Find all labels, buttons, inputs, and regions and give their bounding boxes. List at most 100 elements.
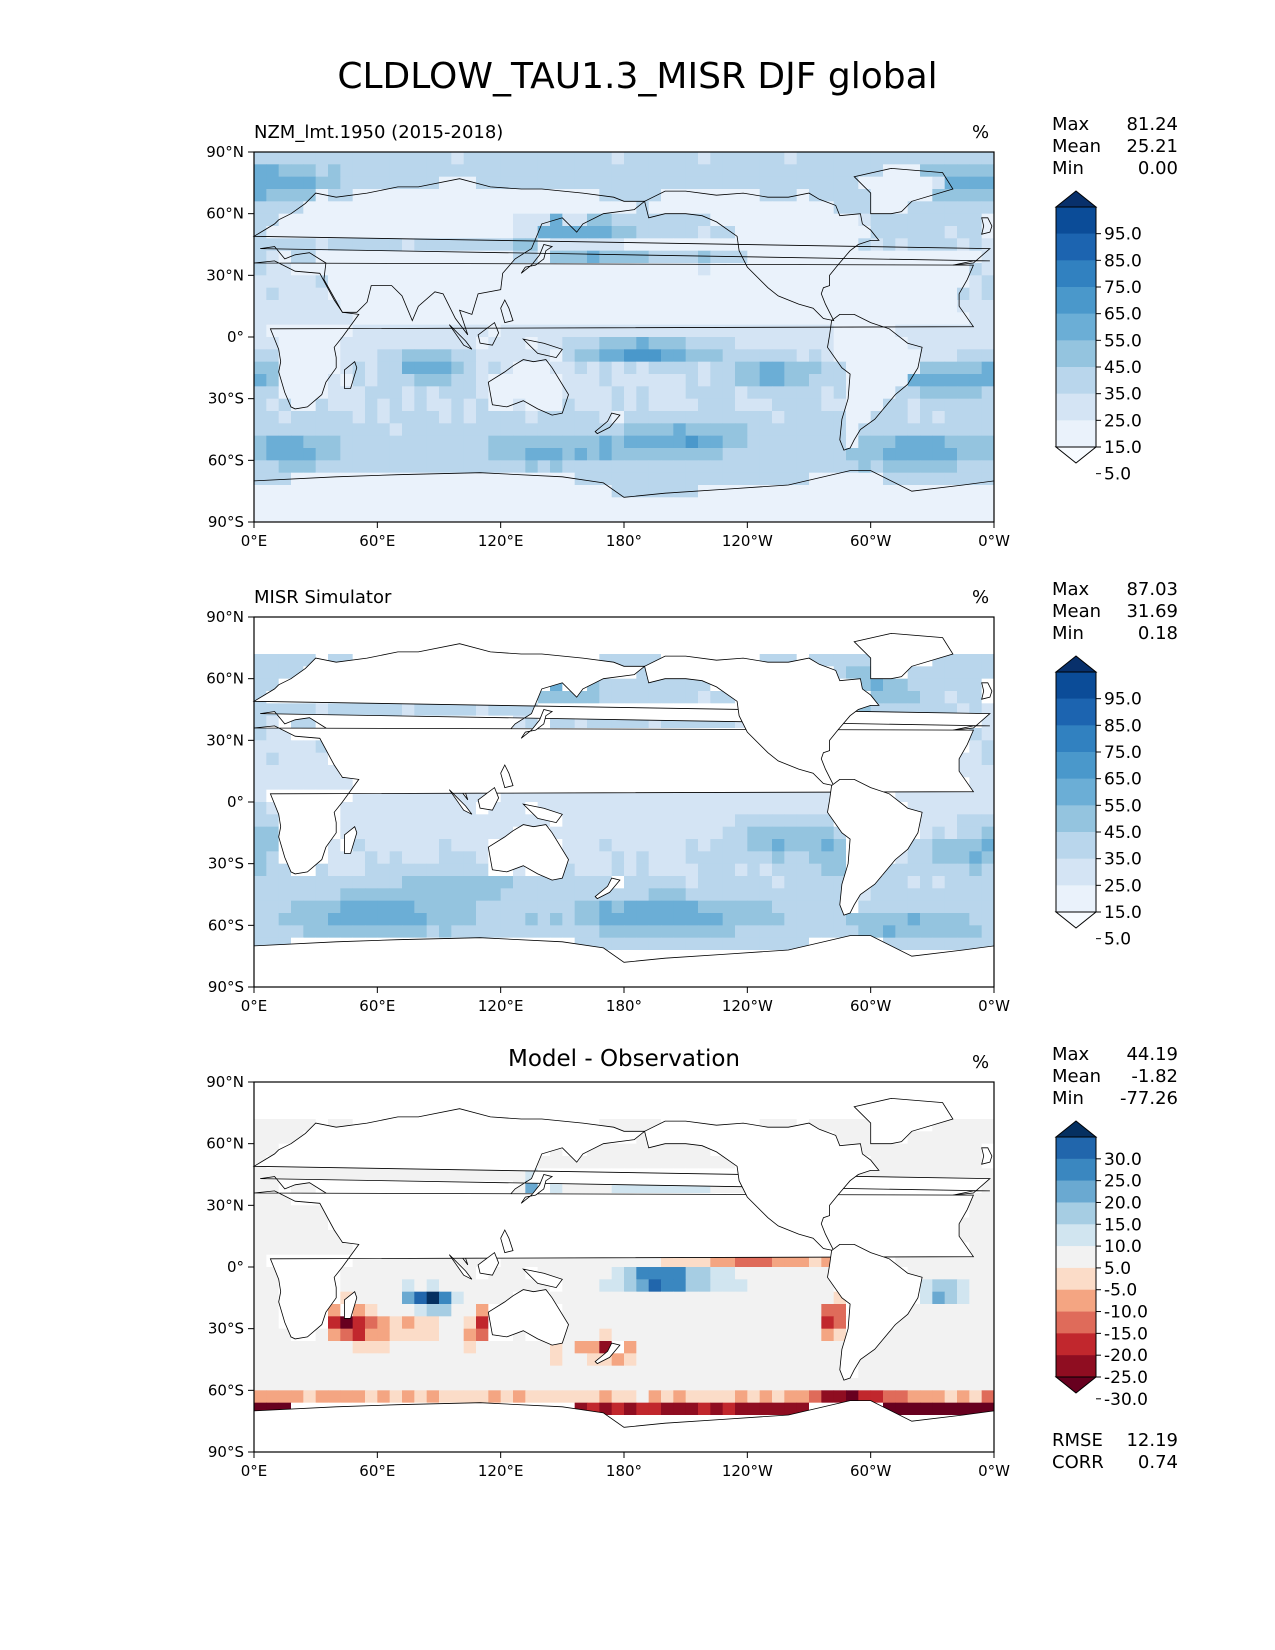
field-cell (254, 839, 267, 852)
field-cell (500, 497, 514, 511)
field-cell (870, 337, 884, 350)
field-cell (698, 641, 711, 655)
field-cell (278, 226, 292, 239)
field-cell (858, 509, 872, 523)
field-cell (907, 287, 921, 301)
field-cell (463, 497, 477, 511)
field-cell (784, 641, 798, 655)
field-cell (266, 337, 280, 350)
field-cell (809, 287, 822, 301)
field-cell (710, 300, 724, 313)
field-cell (291, 435, 304, 449)
field-cell (944, 263, 958, 276)
field-cell (340, 386, 354, 400)
field-cell (352, 1168, 366, 1182)
field-cell (574, 349, 588, 363)
field-cell (809, 312, 822, 326)
field-cell (636, 164, 650, 178)
field-cell (451, 287, 465, 301)
y-tick-label: 60°N (206, 670, 244, 688)
field-cell (883, 386, 896, 400)
field-cell (463, 839, 477, 852)
field-cell (328, 435, 341, 449)
field-cell (439, 497, 452, 511)
field-cell (809, 448, 822, 461)
field-cell (907, 300, 921, 313)
field-cell (611, 851, 625, 865)
field-cell (673, 1156, 687, 1169)
field-cell (759, 617, 773, 630)
field-cell (599, 826, 613, 840)
field-cell (513, 201, 526, 215)
field-cell (673, 164, 687, 178)
field-cell (550, 629, 563, 643)
field-cell (340, 1267, 354, 1280)
field-cell (278, 300, 292, 313)
field-cell (944, 1254, 958, 1268)
field-cell (488, 226, 502, 239)
field-cell (291, 287, 304, 301)
field-cell (944, 814, 958, 828)
field-cell (957, 617, 970, 630)
field-cell (414, 497, 428, 511)
field-cell (698, 497, 711, 511)
field-cell (747, 398, 761, 412)
field-cell (377, 374, 391, 387)
field-cell (710, 1082, 724, 1095)
field-cell (957, 164, 970, 178)
field-cell (488, 1094, 502, 1108)
field-cell (439, 226, 452, 239)
field-cell (685, 287, 699, 301)
field-cell (537, 691, 551, 704)
field-cell (636, 950, 650, 963)
field-cell (537, 1106, 551, 1120)
field-cell (525, 213, 539, 227)
colorbar-frame (1055, 206, 1097, 448)
field-cell (870, 361, 884, 375)
coastline (981, 682, 993, 700)
field-cell (883, 263, 896, 276)
field-cell (932, 497, 946, 511)
field-cell (981, 1094, 995, 1108)
field-cell (550, 1094, 563, 1108)
field-cell (266, 398, 280, 412)
field-cell (870, 423, 884, 437)
field-cell (624, 374, 637, 387)
field-cell (759, 287, 773, 301)
field-cell (315, 189, 329, 202)
field-cell (747, 839, 761, 852)
field-cell (599, 263, 613, 276)
field-cell (254, 678, 267, 692)
field-cell (957, 312, 970, 326)
field-cell (809, 361, 822, 375)
field-cell (981, 863, 995, 877)
field-cell (722, 1094, 736, 1108)
field-cell (833, 448, 847, 461)
field-cell (957, 485, 970, 498)
field-cell (340, 913, 354, 926)
field-cell (525, 423, 539, 437)
field-cell (611, 839, 625, 852)
field-cell (957, 238, 970, 252)
field-cell (907, 411, 921, 424)
field-cell (710, 937, 724, 951)
field-cell (587, 472, 600, 486)
field-cell (303, 164, 317, 178)
field-cell (722, 925, 736, 939)
field-cell (611, 826, 625, 840)
field-cell (944, 1279, 958, 1293)
field-cell (932, 287, 946, 301)
field-cell (722, 814, 736, 828)
field-cell (759, 900, 773, 914)
field-cell (426, 814, 440, 828)
field-cell (673, 826, 687, 840)
field-cell (278, 654, 292, 667)
field-cell (352, 201, 366, 215)
field-cell (833, 1304, 847, 1317)
field-cell (389, 435, 403, 449)
field-cell (574, 398, 588, 412)
field-cell (266, 1316, 280, 1330)
field-cell (624, 349, 637, 363)
field-cell (969, 1156, 983, 1169)
field-cell (957, 1082, 970, 1095)
